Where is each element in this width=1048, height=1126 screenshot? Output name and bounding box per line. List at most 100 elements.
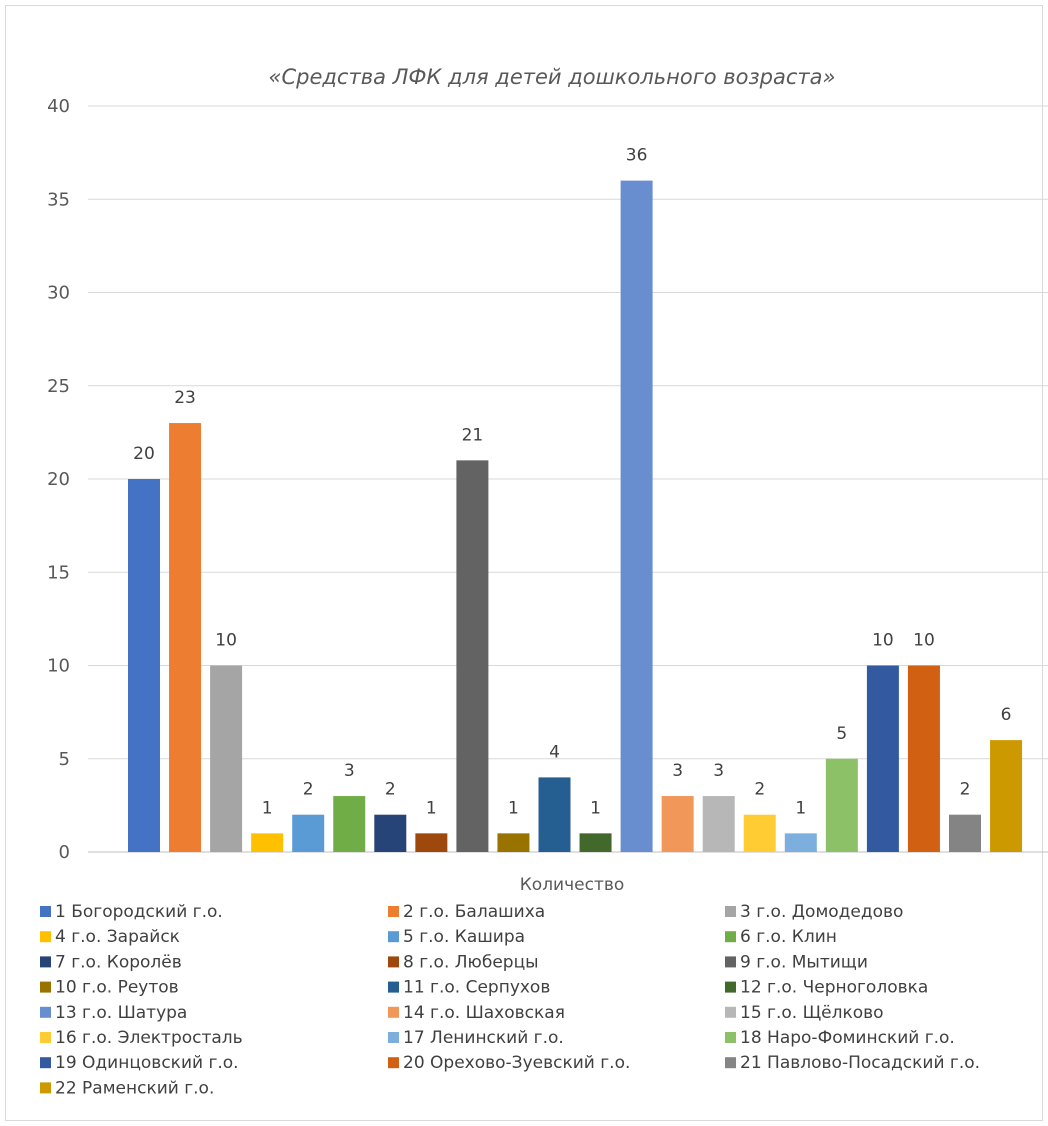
data-label-3: 10	[215, 631, 237, 651]
y-tick-label: 0	[59, 842, 70, 863]
bar-18	[825, 758, 858, 852]
legend-swatch-10	[40, 981, 51, 993]
x-axis-title: Количество	[520, 875, 625, 895]
data-label-21: 2	[960, 780, 971, 800]
y-tick-label: 40	[47, 96, 70, 117]
legend-entry-2: 2 г.о. Балашиха	[403, 902, 545, 922]
bar-9	[456, 460, 489, 852]
data-label-22: 6	[1001, 705, 1012, 725]
legend-entry-13: 13 г.о. Шатура	[55, 1003, 187, 1023]
bar-16	[743, 814, 776, 852]
data-label-2: 23	[174, 388, 196, 408]
legend-entry-10: 10 г.о. Реутов	[55, 978, 179, 998]
legend-swatch-7	[40, 956, 51, 968]
bar-10	[497, 833, 530, 852]
legend-swatch-16	[40, 1032, 51, 1043]
data-label-13: 36	[626, 146, 648, 166]
y-tick-label: 30	[47, 283, 70, 304]
legend-entry-3: 3 г.о. Домодедово	[740, 902, 903, 922]
legend-swatch-1	[40, 906, 51, 917]
legend-swatch-12	[725, 981, 736, 993]
bar-3	[210, 665, 243, 852]
legend-entry-22: 22 Раменский г.о.	[55, 1078, 214, 1098]
legend-entry-15: 15 г.о. Щёлково	[740, 1003, 884, 1023]
legend-swatch-19	[40, 1057, 51, 1069]
y-tick-label: 25	[47, 376, 70, 397]
bar-5	[292, 814, 325, 852]
legend-entry-7: 7 г.о. Королёв	[55, 952, 182, 972]
legend-entry-21: 21 Павлово-Посадский г.о.	[740, 1053, 980, 1073]
data-label-4: 1	[262, 798, 273, 818]
y-tick-label: 15	[47, 562, 70, 583]
data-label-10: 1	[508, 798, 519, 818]
data-label-9: 21	[462, 425, 484, 445]
data-label-7: 2	[385, 780, 396, 800]
data-label-1: 20	[133, 444, 155, 464]
legend-entry-6: 6 г.о. Клин	[740, 927, 837, 947]
bar-15	[702, 796, 735, 852]
data-label-15: 3	[713, 761, 724, 781]
data-label-14: 3	[672, 761, 683, 781]
legend-swatch-9	[725, 956, 736, 968]
bar-19	[866, 665, 899, 852]
bar-2	[169, 423, 202, 852]
legend-entry-1: 1 Богородский г.о.	[55, 902, 223, 922]
legend-entry-11: 11 г.о. Серпухов	[403, 978, 550, 998]
legend-swatch-8	[388, 956, 399, 968]
legend-swatch-5	[388, 931, 399, 943]
legend-entry-5: 5 г.о. Кашира	[403, 927, 525, 947]
bar-1	[128, 479, 160, 852]
bar-8	[415, 833, 448, 852]
bar-17	[784, 833, 817, 852]
bar-12	[579, 833, 612, 852]
legend-entry-19: 19 Одинцовский г.о.	[55, 1053, 239, 1073]
legend-entry-9: 9 г.о. Мытищи	[740, 952, 868, 972]
legend-swatch-6	[725, 931, 736, 943]
data-label-16: 2	[754, 780, 765, 800]
legend: 1 Богородский г.о. 2 г.о. Балашиха 3 г.о. …	[40, 902, 980, 1098]
bar-20	[907, 665, 940, 852]
legend-swatch-18	[725, 1032, 736, 1043]
legend-entry-14: 14 г.о. Шаховская	[403, 1003, 565, 1023]
legend-entry-20: 20 Орехово-Зуевский г.о.	[403, 1053, 630, 1073]
bar-14	[661, 796, 694, 852]
legend-swatch-21	[725, 1057, 736, 1069]
y-tick-label: 35	[47, 189, 70, 210]
y-axis-tick-labels: 0 5 10 15 20 25 30 35 40	[47, 96, 70, 863]
bar-4	[251, 833, 284, 852]
bar-21	[949, 814, 981, 852]
data-label-11: 4	[549, 742, 560, 762]
bar-6	[333, 796, 366, 852]
bar-7	[374, 814, 407, 852]
legend-swatch-17	[388, 1032, 399, 1043]
legend-swatch-3	[725, 906, 736, 917]
legend-swatch-22	[40, 1082, 51, 1094]
data-label-12: 1	[590, 798, 601, 818]
legend-swatch-2	[388, 906, 399, 917]
bar-11	[538, 777, 571, 852]
legend-swatch-20	[388, 1057, 399, 1069]
legend-entry-8: 8 г.о. Люберцы	[403, 952, 539, 972]
data-label-19: 10	[872, 631, 894, 651]
data-label-8: 1	[426, 798, 437, 818]
data-label-6: 3	[344, 761, 355, 781]
legend-swatch-14	[388, 1006, 399, 1018]
y-tick-label: 5	[59, 749, 70, 770]
legend-entry-16: 16 г.о. Электросталь	[55, 1028, 243, 1048]
legend-entry-4: 4 г.о. Зарайск	[55, 927, 180, 947]
bar-13	[620, 180, 653, 853]
data-label-5: 2	[303, 780, 314, 800]
legend-swatch-13	[40, 1006, 51, 1018]
data-label-18: 5	[836, 724, 847, 744]
y-tick-label: 10	[47, 656, 70, 677]
chart-title: «Средства ЛФК для детей дошкольного возр…	[269, 65, 836, 89]
legend-entry-12: 12 г.о. Черноголовка	[740, 978, 928, 998]
legend-swatch-4	[40, 931, 51, 943]
legend-swatch-15	[725, 1006, 736, 1018]
y-tick-label: 20	[47, 469, 70, 490]
legend-entry-18: 18 Наро-Фоминский г.о.	[740, 1028, 955, 1048]
legend-swatch-11	[388, 981, 399, 993]
bar-22	[990, 740, 1023, 852]
